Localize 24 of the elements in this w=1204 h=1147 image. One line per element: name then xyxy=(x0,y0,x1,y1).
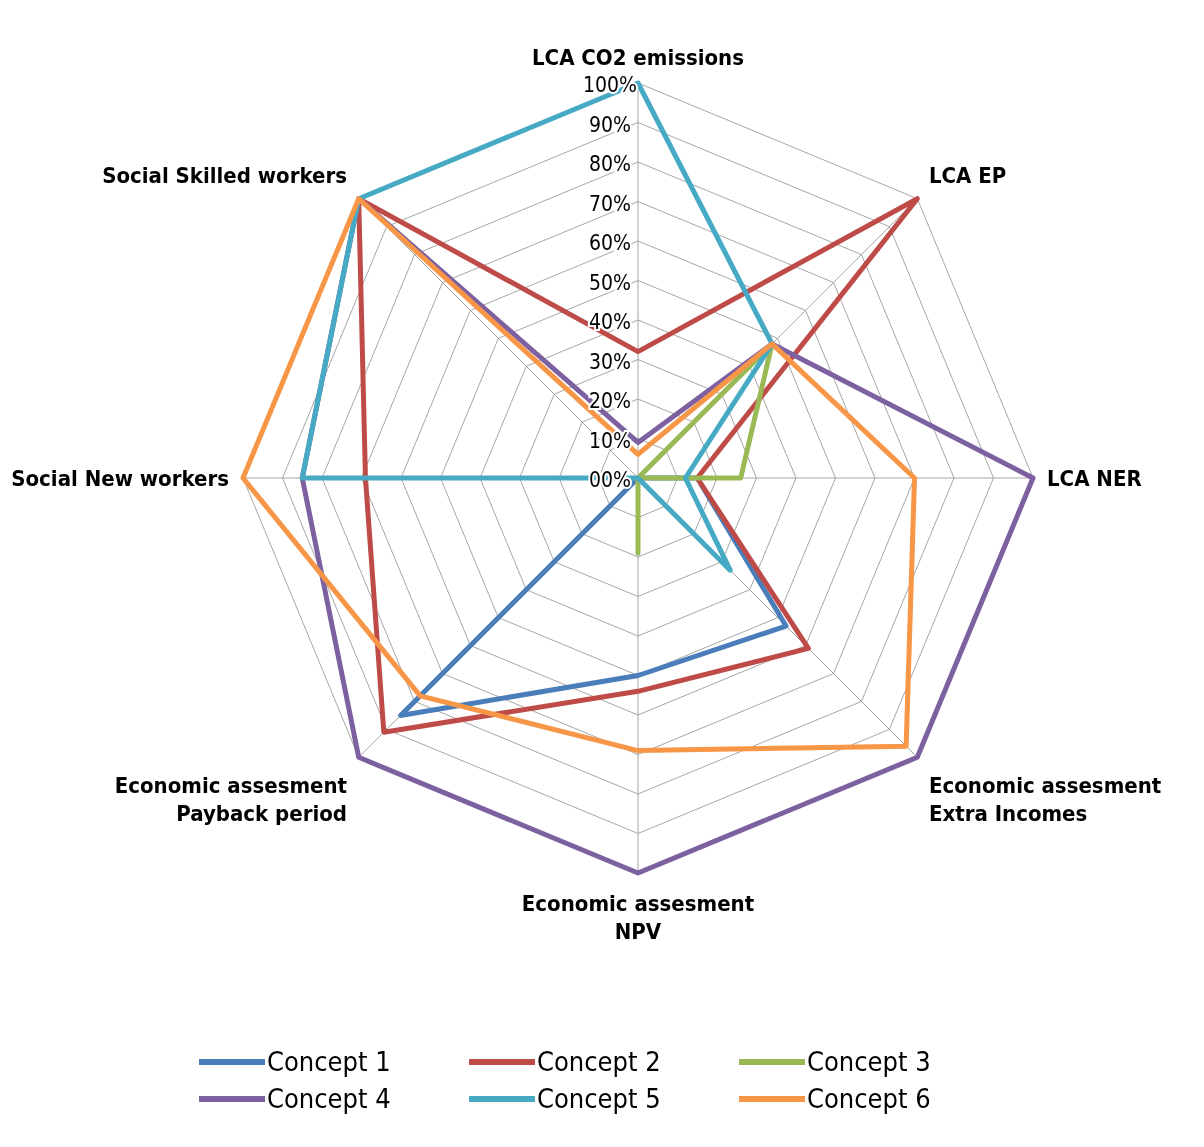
spoke-label: Social Skilled workers xyxy=(102,163,348,189)
legend-label: Concept 2 xyxy=(537,1046,661,1077)
spoke-label: LCA NER xyxy=(1047,466,1142,491)
spoke-label: Economic assesment NPV xyxy=(521,891,755,944)
y-tick-label: 00% xyxy=(589,468,631,492)
y-tick-label: 80% xyxy=(589,152,631,176)
legend-label: Concept 3 xyxy=(807,1046,931,1077)
y-tick-label: 70% xyxy=(589,191,631,216)
y-tick-label: 30% xyxy=(589,349,631,374)
legend-label: Concept 1 xyxy=(267,1046,391,1077)
legend-label: Concept 4 xyxy=(267,1083,391,1114)
spoke-label: Economic assesment Extra Incomes xyxy=(928,772,1162,826)
y-tick-label: 100% xyxy=(582,73,638,97)
y-tick-label: 40% xyxy=(589,310,631,334)
y-tick-label: 20% xyxy=(589,389,631,413)
y-tick-label: 90% xyxy=(589,112,631,137)
legend-label: Concept 6 xyxy=(807,1083,931,1114)
legend-label: Concept 5 xyxy=(537,1083,661,1114)
spoke-label: LCA CO2 emissions xyxy=(532,45,744,70)
y-tick-label: 50% xyxy=(589,270,631,295)
y-tick-label: 60% xyxy=(589,231,631,255)
spoke-label: Social New workers xyxy=(11,466,229,491)
spoke-label: Economic assesment Payback period xyxy=(114,772,348,826)
spoke-label: LCA EP xyxy=(928,163,1007,189)
